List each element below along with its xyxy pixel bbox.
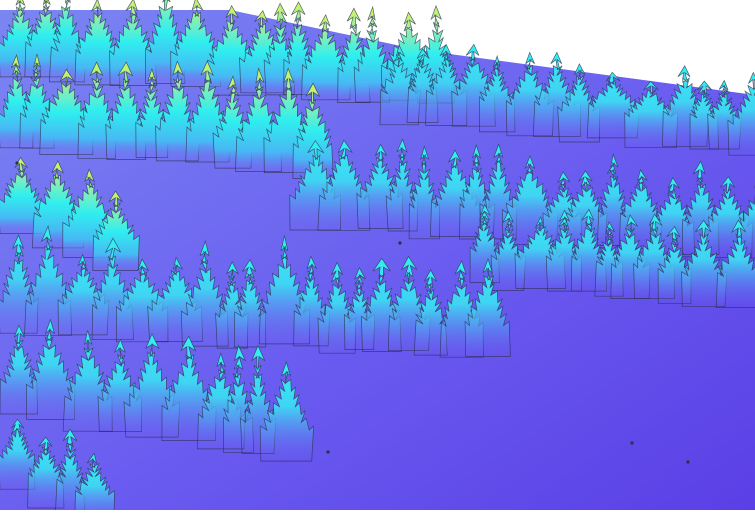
tree-crown — [259, 360, 314, 462]
tree-crown — [25, 318, 76, 420]
tree-crown — [317, 139, 371, 231]
tree-crown — [727, 71, 755, 156]
tree-crown — [27, 436, 65, 509]
noise-point — [630, 441, 634, 445]
tree-crown — [292, 82, 334, 179]
noise-point — [15, 161, 19, 165]
tree-crown — [479, 54, 516, 133]
tree-crown — [109, 0, 158, 86]
tree-crown — [565, 170, 608, 249]
tree-crown — [0, 418, 36, 490]
noise-point — [398, 241, 402, 245]
noise-point — [686, 460, 690, 464]
tree-crown — [715, 219, 755, 308]
noise-point — [326, 450, 330, 454]
tree-crown — [413, 269, 448, 356]
tree-crown — [681, 219, 728, 308]
tree-crown — [74, 452, 115, 514]
tree-crown — [92, 190, 140, 271]
tree-crown — [464, 257, 511, 357]
tree-crown — [74, 0, 121, 86]
